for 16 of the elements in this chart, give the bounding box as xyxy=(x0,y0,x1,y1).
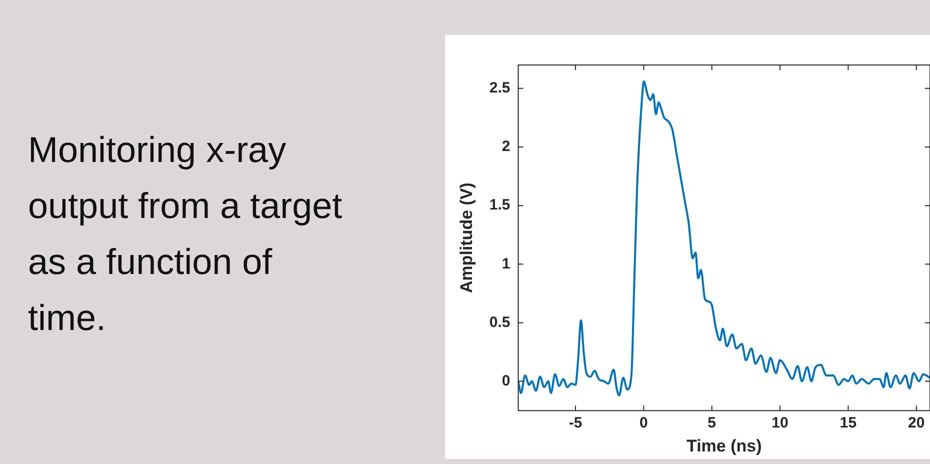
x-axis-title: Time (ns) xyxy=(686,436,762,456)
line-series xyxy=(518,80,930,396)
y-tick-label: 2.5 xyxy=(489,80,510,97)
x-tick-label: 5 xyxy=(708,414,716,432)
x-tick-label: -5 xyxy=(568,414,582,432)
y-tick-label: 2 xyxy=(502,138,510,156)
y-axis-title: Amplitude (V) xyxy=(456,182,476,294)
text: Monitoring x-ray output from a target as a function of time. xyxy=(28,128,344,340)
y-tick-label: 1.5 xyxy=(489,196,510,214)
x-tick-label: 15 xyxy=(840,414,857,432)
y-tick-label: 1 xyxy=(502,255,510,272)
x-tick-label: 20 xyxy=(908,414,925,432)
x-tick-label: 0 xyxy=(640,414,648,432)
x-tick-label: 10 xyxy=(772,414,788,432)
y-tick-label: 0 xyxy=(502,372,510,390)
y-tick-label: 0.5 xyxy=(489,314,510,331)
